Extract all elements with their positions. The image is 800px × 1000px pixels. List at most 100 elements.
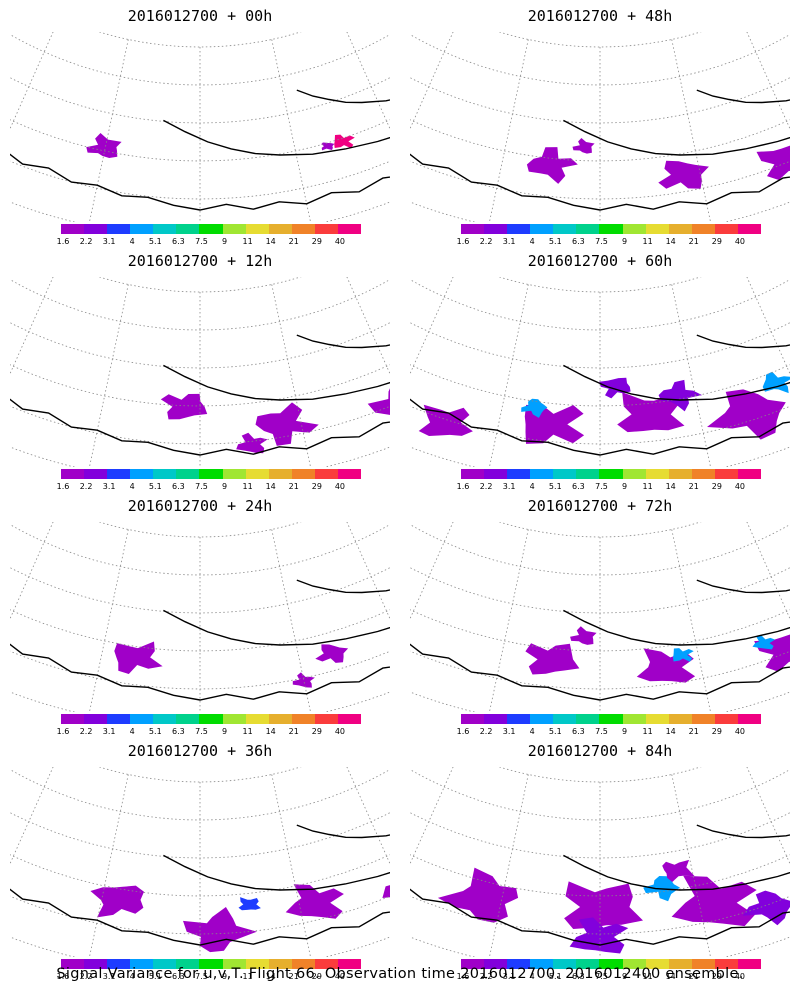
colorbar-label: 29 [311, 237, 322, 246]
colorbar-label: 6.3 [572, 727, 585, 736]
panel-title: 2016012700 + 72h [527, 497, 673, 515]
colorbar-label: 4 [129, 482, 135, 491]
colorbar-label: 11 [642, 727, 653, 736]
signal-variance-area [382, 863, 390, 912]
colorbar-label: 5.1 [548, 237, 562, 246]
signal-variance-area [86, 133, 122, 158]
colorbar-segment [268, 224, 292, 234]
colorbar-label: 2.2 [479, 482, 493, 491]
projection-map [410, 767, 790, 957]
projection-map [410, 277, 790, 467]
colorbar-label: 7.5 [595, 237, 608, 246]
colorbar-segment [553, 714, 577, 724]
colorbar-segment [691, 714, 715, 724]
signal-variance-area [285, 884, 344, 919]
colorbar [61, 714, 362, 724]
colorbar-label: 7.5 [595, 727, 608, 736]
colorbar-label: 7.5 [195, 237, 208, 246]
colorbar-segment [622, 959, 646, 969]
signal-variance-area [564, 881, 643, 929]
colorbar-segment [199, 469, 223, 479]
colorbar-label: 7.5 [195, 727, 208, 736]
colorbar-label: 1.6 [56, 482, 70, 491]
colorbar [461, 224, 762, 234]
colorbar-labels: 1.6 2.2 3.1 4 5.1 6.3 7.5 9 11 14 21 29 40 [57, 237, 361, 247]
colorbar [461, 469, 762, 479]
colorbar-label: 9 [221, 972, 228, 981]
colorbar-segment [484, 469, 508, 479]
signal-variance-area [321, 142, 335, 151]
map-panel-0: 2016012700 + 00h 1.6 2.2 3.1 4 5.1 6.3 7.5 9 11 14… [0, 0, 400, 247]
colorbar-segment [291, 469, 315, 479]
colorbar-segment [176, 469, 200, 479]
colorbar-label: 9 [221, 727, 228, 736]
signal-variance-area [367, 378, 390, 424]
colorbar-segment [737, 714, 762, 724]
signal-variance-area [292, 672, 315, 688]
colorbar-segment [130, 959, 154, 969]
colorbar-label: 4 [529, 237, 535, 246]
colorbar-segment [599, 714, 623, 724]
colorbar-segment [737, 959, 762, 969]
colorbar-label: 1.6 [56, 237, 70, 246]
colorbar-label: 7.5 [195, 482, 208, 491]
signal-variance-area [599, 377, 631, 399]
colorbar-labels: 1.6 2.2 3.1 4 5.1 6.3 7.5 9 11 14 21 29 40 [57, 727, 361, 737]
coastlines [10, 579, 390, 701]
colorbar-label: 29 [711, 727, 722, 736]
colorbar-label: 14 [665, 482, 676, 491]
map-panel-1: 2016012700 + 48h 1.6 2.2 3.1 4 5.1 6.3 7.5 9 11 14… [400, 0, 800, 246]
colorbar-label: 1.6 [56, 727, 70, 736]
graticule [410, 767, 790, 957]
colorbar-segment [668, 714, 692, 724]
colorbar-segment [222, 469, 246, 479]
colorbar-label: 6.3 [172, 972, 185, 981]
colorbar-segment [268, 959, 292, 969]
panel-title: 2016012700 + 00h [127, 7, 273, 25]
coastlines [410, 579, 790, 701]
colorbar-label: 29 [711, 972, 722, 981]
colorbar-label: 5.1 [548, 727, 562, 736]
colorbar-segment [507, 469, 531, 479]
signal-variance-area [236, 432, 268, 454]
projection-map [10, 277, 390, 467]
colorbar-segment [622, 469, 646, 479]
colorbar-segment [314, 224, 338, 234]
signal-variance-area [315, 644, 349, 663]
signal-variance-area [756, 145, 790, 180]
map-panel-3: 2016012700 + 60h 1.6 2.2 3.1 4 5.1 6.3 7.5 9 11 14… [400, 245, 800, 491]
colorbar-segment [84, 959, 108, 969]
colorbar-segment [553, 469, 577, 479]
colorbar-label: 11 [242, 972, 253, 981]
colorbar-label: 21 [288, 972, 299, 981]
colorbar-segment [553, 224, 577, 234]
colorbar-segment [668, 224, 692, 234]
colorbar-segment [737, 224, 762, 234]
panel-title: 2016012700 + 48h [527, 7, 673, 25]
colorbar-label: 3.1 [502, 727, 516, 736]
signal-variance-area [255, 402, 319, 446]
colorbar-label: 4 [529, 972, 535, 981]
colorbar-segment [268, 469, 292, 479]
panel-title: 2016012700 + 60h [527, 252, 673, 270]
signal-variance-area [707, 389, 786, 440]
signal-variance-area [526, 147, 578, 184]
colorbar-label: 9 [221, 482, 228, 491]
colorbar-segment [222, 224, 246, 234]
graticule [410, 32, 790, 222]
projection-map [410, 522, 790, 712]
colorbar-label: 5.1 [548, 482, 562, 491]
colorbar-segment [461, 469, 485, 479]
colorbar-label: 9 [621, 972, 628, 981]
colorbar-label: 2.2 [79, 237, 93, 246]
colorbar-label: 40 [334, 972, 346, 981]
colorbar-label: 9 [621, 482, 628, 491]
colorbar-label: 1.6 [56, 972, 70, 981]
panel-title: 2016012700 + 12h [127, 252, 273, 270]
signal-variance-area [418, 404, 473, 436]
graticule [10, 32, 390, 222]
colorbar-segment [530, 959, 554, 969]
colorbar-label: 2.2 [479, 972, 493, 981]
colorbar-segment [691, 469, 715, 479]
signal-variance-area [183, 907, 257, 953]
